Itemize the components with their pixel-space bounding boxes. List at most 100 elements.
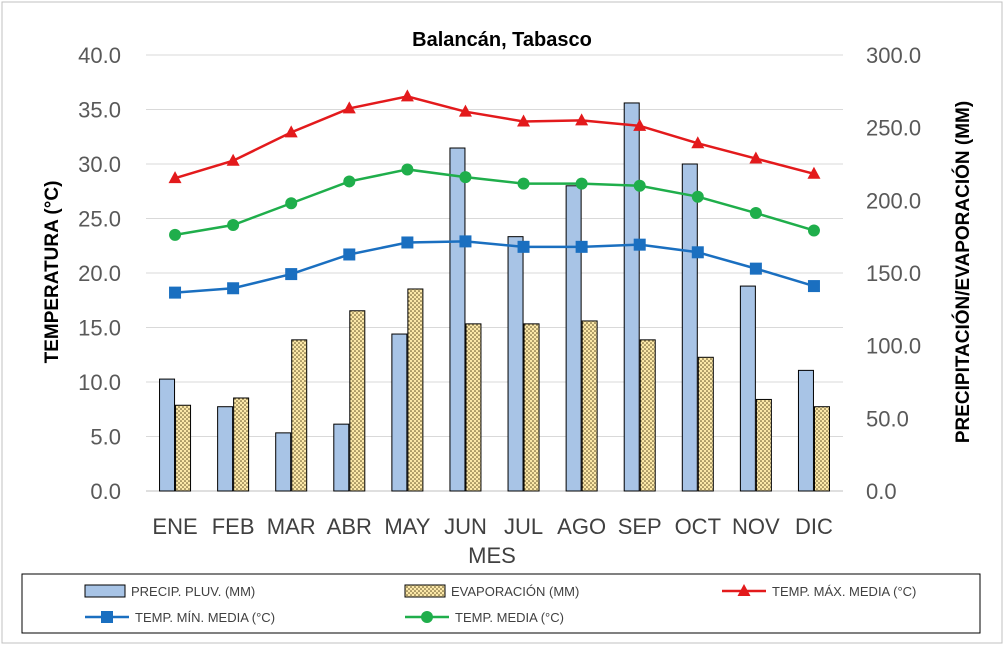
x-tick-label: ENE	[152, 514, 197, 539]
legend-swatch	[84, 584, 126, 598]
line-point	[342, 101, 356, 114]
line-point	[227, 282, 240, 295]
bar-precip	[391, 333, 408, 492]
line-point	[401, 236, 414, 249]
line-point	[401, 163, 414, 176]
line-point	[169, 228, 182, 241]
bar-precip	[565, 185, 582, 492]
line-point	[168, 171, 182, 184]
bar-evaporation	[291, 339, 308, 492]
line-point	[691, 190, 704, 203]
bar-precip	[217, 406, 234, 492]
y-tick-label: 0.0	[90, 479, 121, 504]
y-axis-right-label: PRECIPITACIÓN/EVAPORACIÓN (MM)	[952, 101, 974, 443]
line-point	[691, 136, 705, 149]
line-point	[343, 248, 356, 261]
x-tick-label: SEP	[618, 514, 662, 539]
y-tick-label: 40.0	[78, 43, 121, 68]
series-line-1	[174, 240, 815, 294]
legend-marker	[421, 611, 433, 623]
line-point	[691, 246, 704, 259]
x-tick-label: ABR	[327, 514, 372, 539]
line-point	[807, 224, 820, 237]
y-tick-label: 25.0	[78, 207, 121, 232]
x-axis: ENE FEB MAR ABR MAY JUN JUL AGO SEP OCT NOV DIC	[152, 514, 833, 539]
legend: PRECIP. PLUV. (MM) EVAPORACIÓN (MM) TEMP. …	[84, 584, 916, 625]
line-point	[749, 151, 763, 164]
y-right-tick-label: 50.0	[866, 406, 909, 431]
y-right-tick-label: 200.0	[866, 188, 921, 213]
y-right-tick-label: 300.0	[866, 43, 921, 68]
line-point	[400, 89, 414, 102]
bar-precip	[333, 423, 350, 492]
bar-precip	[275, 432, 292, 492]
y-right-tick-label: 250.0	[866, 116, 921, 141]
line-point	[285, 197, 298, 210]
line-point	[575, 113, 589, 126]
line-point	[575, 240, 588, 253]
line-point	[749, 207, 762, 220]
line-point	[517, 114, 531, 127]
x-tick-label: AGO	[557, 514, 606, 539]
bar-evaporation	[465, 323, 482, 492]
x-tick-label: NOV	[732, 514, 780, 539]
legend-label: TEMP. MÁX. MEDIA (°C)	[772, 584, 916, 599]
line-point	[633, 179, 646, 192]
x-tick-label: MAY	[384, 514, 430, 539]
line-point	[633, 238, 646, 251]
bar-evaporation	[175, 404, 192, 492]
bar-evaporation	[755, 398, 772, 492]
bar-evaporation	[349, 310, 366, 492]
legend-swatch	[404, 584, 446, 598]
bar-evaporation	[233, 397, 250, 492]
series-line-2	[174, 168, 815, 237]
series-line-0	[174, 95, 815, 180]
bar-evaporation	[581, 320, 598, 492]
y-right-tick-label: 100.0	[866, 334, 921, 359]
bar-precip	[449, 147, 466, 492]
y-tick-label: 5.0	[90, 425, 121, 450]
y-axis-left: 0.0 5.0 10.0 15.0 20.0 25.0 30.0 35.0 40.0	[78, 43, 121, 504]
bar-evaporation	[523, 323, 540, 492]
legend-marker	[737, 584, 751, 596]
line-point	[458, 104, 472, 117]
y-tick-label: 10.0	[78, 370, 121, 395]
line-point	[459, 235, 472, 248]
x-tick-label: FEB	[212, 514, 255, 539]
bar-evaporation	[639, 339, 656, 492]
line-point	[226, 153, 240, 166]
line-point	[517, 240, 530, 253]
line-point	[749, 262, 762, 275]
x-tick-label: JUL	[504, 514, 543, 539]
bars	[159, 102, 830, 492]
line-point	[285, 268, 298, 281]
line-point	[517, 177, 530, 190]
legend-label: TEMP. MEDIA (°C)	[455, 610, 564, 625]
y-tick-label: 15.0	[78, 316, 121, 341]
legend-label: EVAPORACIÓN (MM)	[451, 584, 579, 599]
bar-precip	[507, 236, 524, 492]
y-tick-label: 20.0	[78, 261, 121, 286]
x-tick-label: DIC	[795, 514, 833, 539]
lines	[168, 89, 821, 299]
line-point	[284, 125, 298, 138]
legend-label: PRECIP. PLUV. (MM)	[131, 584, 255, 599]
x-tick-label: MAR	[267, 514, 316, 539]
line-point	[227, 219, 240, 232]
gridlines	[146, 54, 843, 492]
bar-evaporation	[697, 356, 714, 492]
x-tick-label: JUN	[444, 514, 487, 539]
line-point	[169, 286, 182, 299]
y-right-tick-label: 150.0	[866, 261, 921, 286]
legend-box	[21, 573, 981, 634]
y-tick-label: 35.0	[78, 98, 121, 123]
bar-precip	[623, 102, 640, 492]
y-right-tick-label: 0.0	[866, 479, 897, 504]
legend-label: TEMP. MÍN. MEDIA (°C)	[135, 610, 275, 625]
line-point	[575, 177, 588, 190]
x-tick-label: OCT	[675, 514, 721, 539]
bar-precip	[797, 369, 814, 492]
chart-title: Balancán, Tabasco	[412, 29, 592, 51]
